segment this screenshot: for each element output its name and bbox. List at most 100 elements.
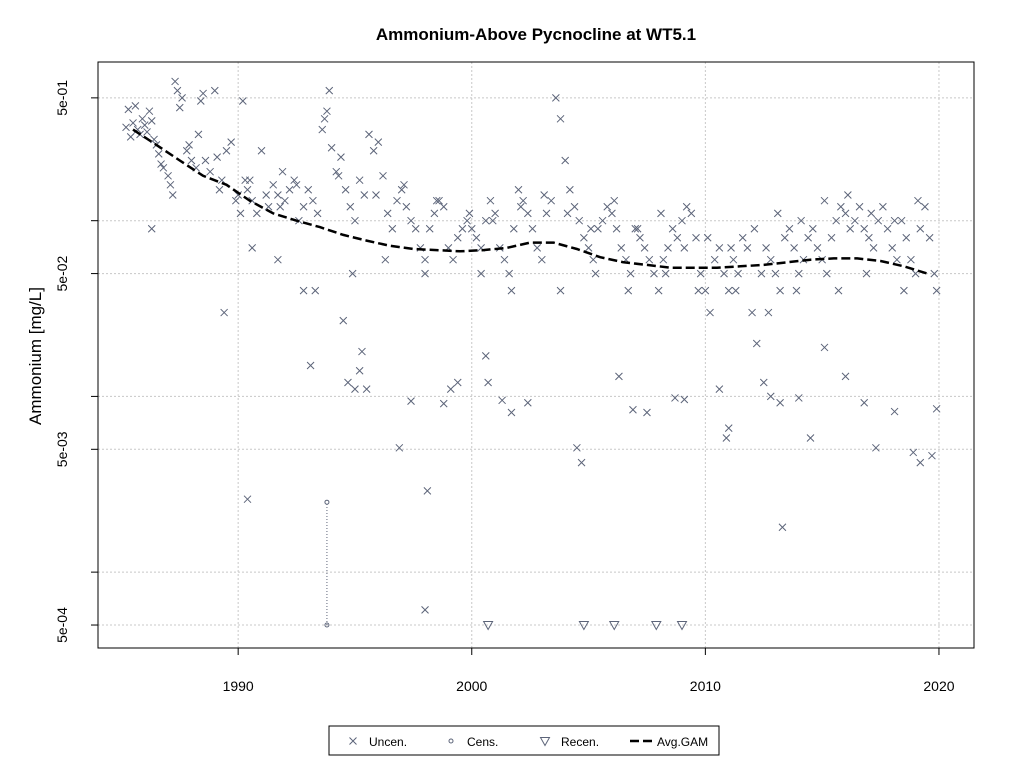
uncen-point — [776, 398, 784, 407]
uncen-point — [844, 191, 852, 199]
recen-point — [482, 621, 494, 631]
uncen-point — [281, 196, 289, 205]
uncen-point — [423, 487, 432, 495]
uncen-point — [580, 233, 588, 242]
uncen-point — [706, 308, 714, 317]
uncen-point — [505, 269, 513, 278]
uncen-point — [752, 339, 761, 348]
x-marker-stroke — [615, 372, 623, 381]
uncen-point — [771, 269, 780, 278]
uncen-point — [344, 378, 352, 387]
uncen-point — [598, 216, 607, 225]
uncen-point — [696, 269, 705, 278]
uncen-point — [780, 233, 789, 242]
uncen-point — [932, 286, 941, 295]
uncen-point — [365, 130, 373, 139]
x-marker-stroke — [820, 196, 829, 205]
x-marker-stroke — [846, 224, 855, 233]
x-marker-stroke — [344, 378, 352, 387]
x-marker-stroke — [872, 443, 880, 452]
x-marker-stroke — [425, 224, 434, 233]
uncen-point — [278, 167, 287, 176]
x-marker-stroke — [362, 385, 371, 393]
uncen-point — [930, 269, 939, 278]
x-marker-stroke — [432, 196, 441, 205]
uncen-point — [631, 224, 640, 233]
x-marker-stroke — [236, 209, 245, 218]
uncen-point — [306, 361, 315, 370]
x-marker-stroke — [776, 286, 784, 295]
uncen-point — [914, 196, 922, 205]
uncen-point — [624, 286, 633, 295]
x-marker-stroke — [505, 269, 513, 278]
x-marker-stroke — [201, 156, 210, 165]
x-marker-stroke — [348, 269, 357, 278]
x-marker-stroke — [631, 224, 640, 233]
x-marker-stroke — [570, 202, 579, 211]
x-marker-stroke — [217, 176, 226, 185]
uncen-point — [481, 352, 490, 360]
uncen-point — [738, 233, 747, 242]
x-marker-stroke — [694, 286, 703, 295]
uncen-point — [589, 255, 598, 264]
x-marker-stroke — [657, 209, 665, 218]
x-marker-stroke — [299, 202, 308, 211]
uncen-point — [682, 202, 691, 211]
uncen-point — [820, 196, 829, 205]
uncen-point — [724, 424, 733, 432]
x-marker-stroke — [577, 458, 586, 467]
uncen-point — [248, 244, 257, 252]
x-marker-stroke — [358, 347, 366, 356]
uncen-point — [292, 180, 301, 189]
x-marker-stroke — [603, 202, 612, 211]
x-marker-stroke — [154, 150, 163, 158]
uncen-point — [724, 286, 733, 295]
x-marker-stroke — [729, 255, 738, 264]
uncen-point — [792, 286, 801, 295]
x-marker-stroke — [171, 77, 179, 86]
x-marker-stroke — [252, 209, 261, 218]
uncen-point — [766, 392, 775, 401]
legend: Uncen. Cens. Recen. Avg.GAM — [328, 725, 720, 756]
uncen-point — [925, 233, 934, 242]
uncen-point — [890, 216, 899, 225]
x-marker-stroke — [402, 202, 411, 211]
uncen-point — [692, 233, 700, 242]
uncen-point — [612, 224, 621, 233]
uncen-point — [154, 150, 163, 158]
x-marker-stroke — [124, 105, 133, 114]
x-marker-stroke — [281, 196, 289, 205]
x-marker-stroke — [916, 458, 925, 467]
legend-label: Recen. — [561, 735, 599, 749]
uncen-point — [537, 255, 546, 264]
x-marker-stroke — [194, 130, 203, 139]
x-marker-stroke — [231, 196, 240, 205]
x-marker-stroke — [869, 244, 878, 252]
uncen-point — [729, 255, 738, 264]
x-marker-stroke — [379, 171, 387, 180]
uncen-point — [519, 196, 528, 205]
uncen-point — [841, 209, 850, 218]
x-marker-stroke — [743, 244, 752, 252]
uncen-point — [486, 196, 495, 205]
x-marker-stroke — [844, 191, 852, 199]
x-marker-stroke — [678, 216, 686, 225]
uncen-point — [311, 286, 320, 295]
uncen-point — [661, 269, 670, 278]
uncen-point — [715, 385, 724, 393]
x-marker-stroke — [820, 343, 829, 352]
x-marker-stroke — [794, 394, 803, 402]
x-marker-stroke — [168, 191, 177, 199]
uncen-point — [484, 378, 492, 387]
x-tick-label: 2010 — [690, 678, 721, 694]
x-marker-stroke — [836, 202, 845, 211]
x-marker-stroke — [797, 216, 805, 225]
x-marker-stroke — [126, 132, 135, 141]
x-marker-stroke — [131, 102, 140, 110]
uncen-point — [395, 443, 404, 452]
uncen-point — [171, 77, 179, 86]
uncen-point — [523, 209, 532, 218]
uncen-point — [407, 397, 415, 405]
uncen-point — [827, 233, 836, 242]
uncen-point — [257, 146, 266, 155]
